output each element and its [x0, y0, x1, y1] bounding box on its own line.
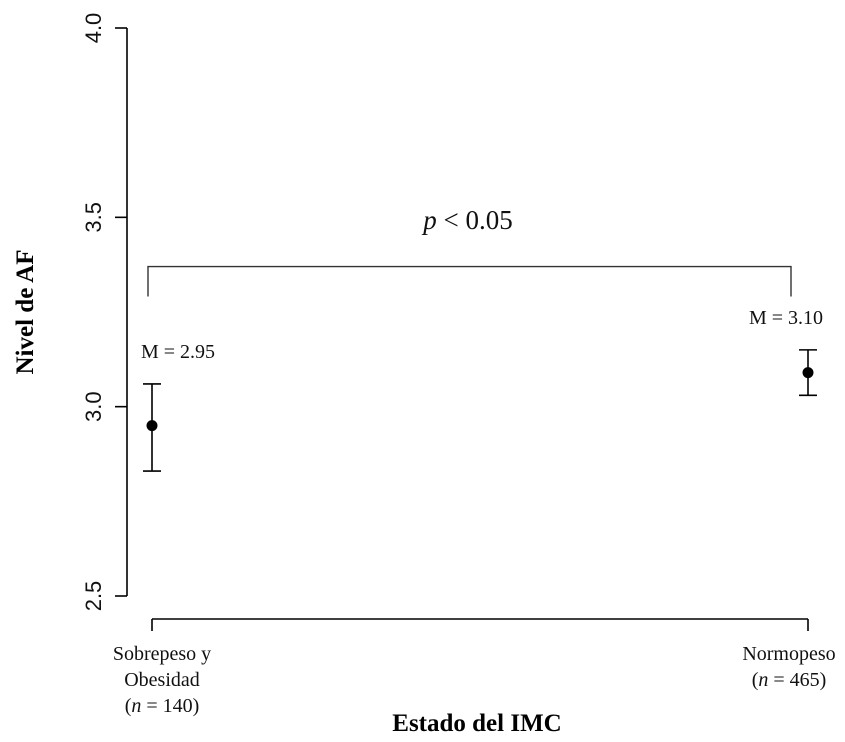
svg-text:(n = 140): (n = 140)	[125, 695, 200, 717]
mean-label: M = 3.10	[749, 307, 823, 329]
category-label-2: Normopeso (n = 465)	[742, 643, 835, 691]
data-points: M = 2.95 M = 3.10	[141, 307, 823, 472]
svg-text:(n = 465): (n = 465)	[752, 669, 827, 691]
y-tick-label: 2.5	[81, 581, 106, 612]
y-tick-label: 4.0	[81, 13, 106, 44]
data-point-2: M = 3.10	[749, 307, 823, 397]
significance-label: p < 0.05	[421, 205, 512, 235]
category-label-1: Sobrepeso y Obesidad (n = 140)	[113, 643, 211, 717]
mean-marker	[146, 420, 158, 432]
svg-text:Obesidad: Obesidad	[124, 669, 200, 691]
x-ticks	[151, 619, 809, 631]
x-axis-title: Estado del IMC	[392, 710, 561, 737]
y-tick-label: 3.5	[81, 202, 106, 233]
svg-text:Normopeso: Normopeso	[742, 643, 835, 665]
y-ticks: 2.5 3.0 3.5 4.0	[81, 13, 127, 612]
svg-text:Sobrepeso y: Sobrepeso y	[113, 643, 211, 665]
y-tick-label: 3.0	[81, 391, 106, 422]
data-point-1: M = 2.95	[141, 341, 215, 472]
y-axis-title: Nivel de AF	[12, 250, 39, 375]
significance-bracket	[147, 265, 792, 297]
mean-marker	[802, 367, 814, 379]
mean-label: M = 2.95	[141, 341, 215, 363]
